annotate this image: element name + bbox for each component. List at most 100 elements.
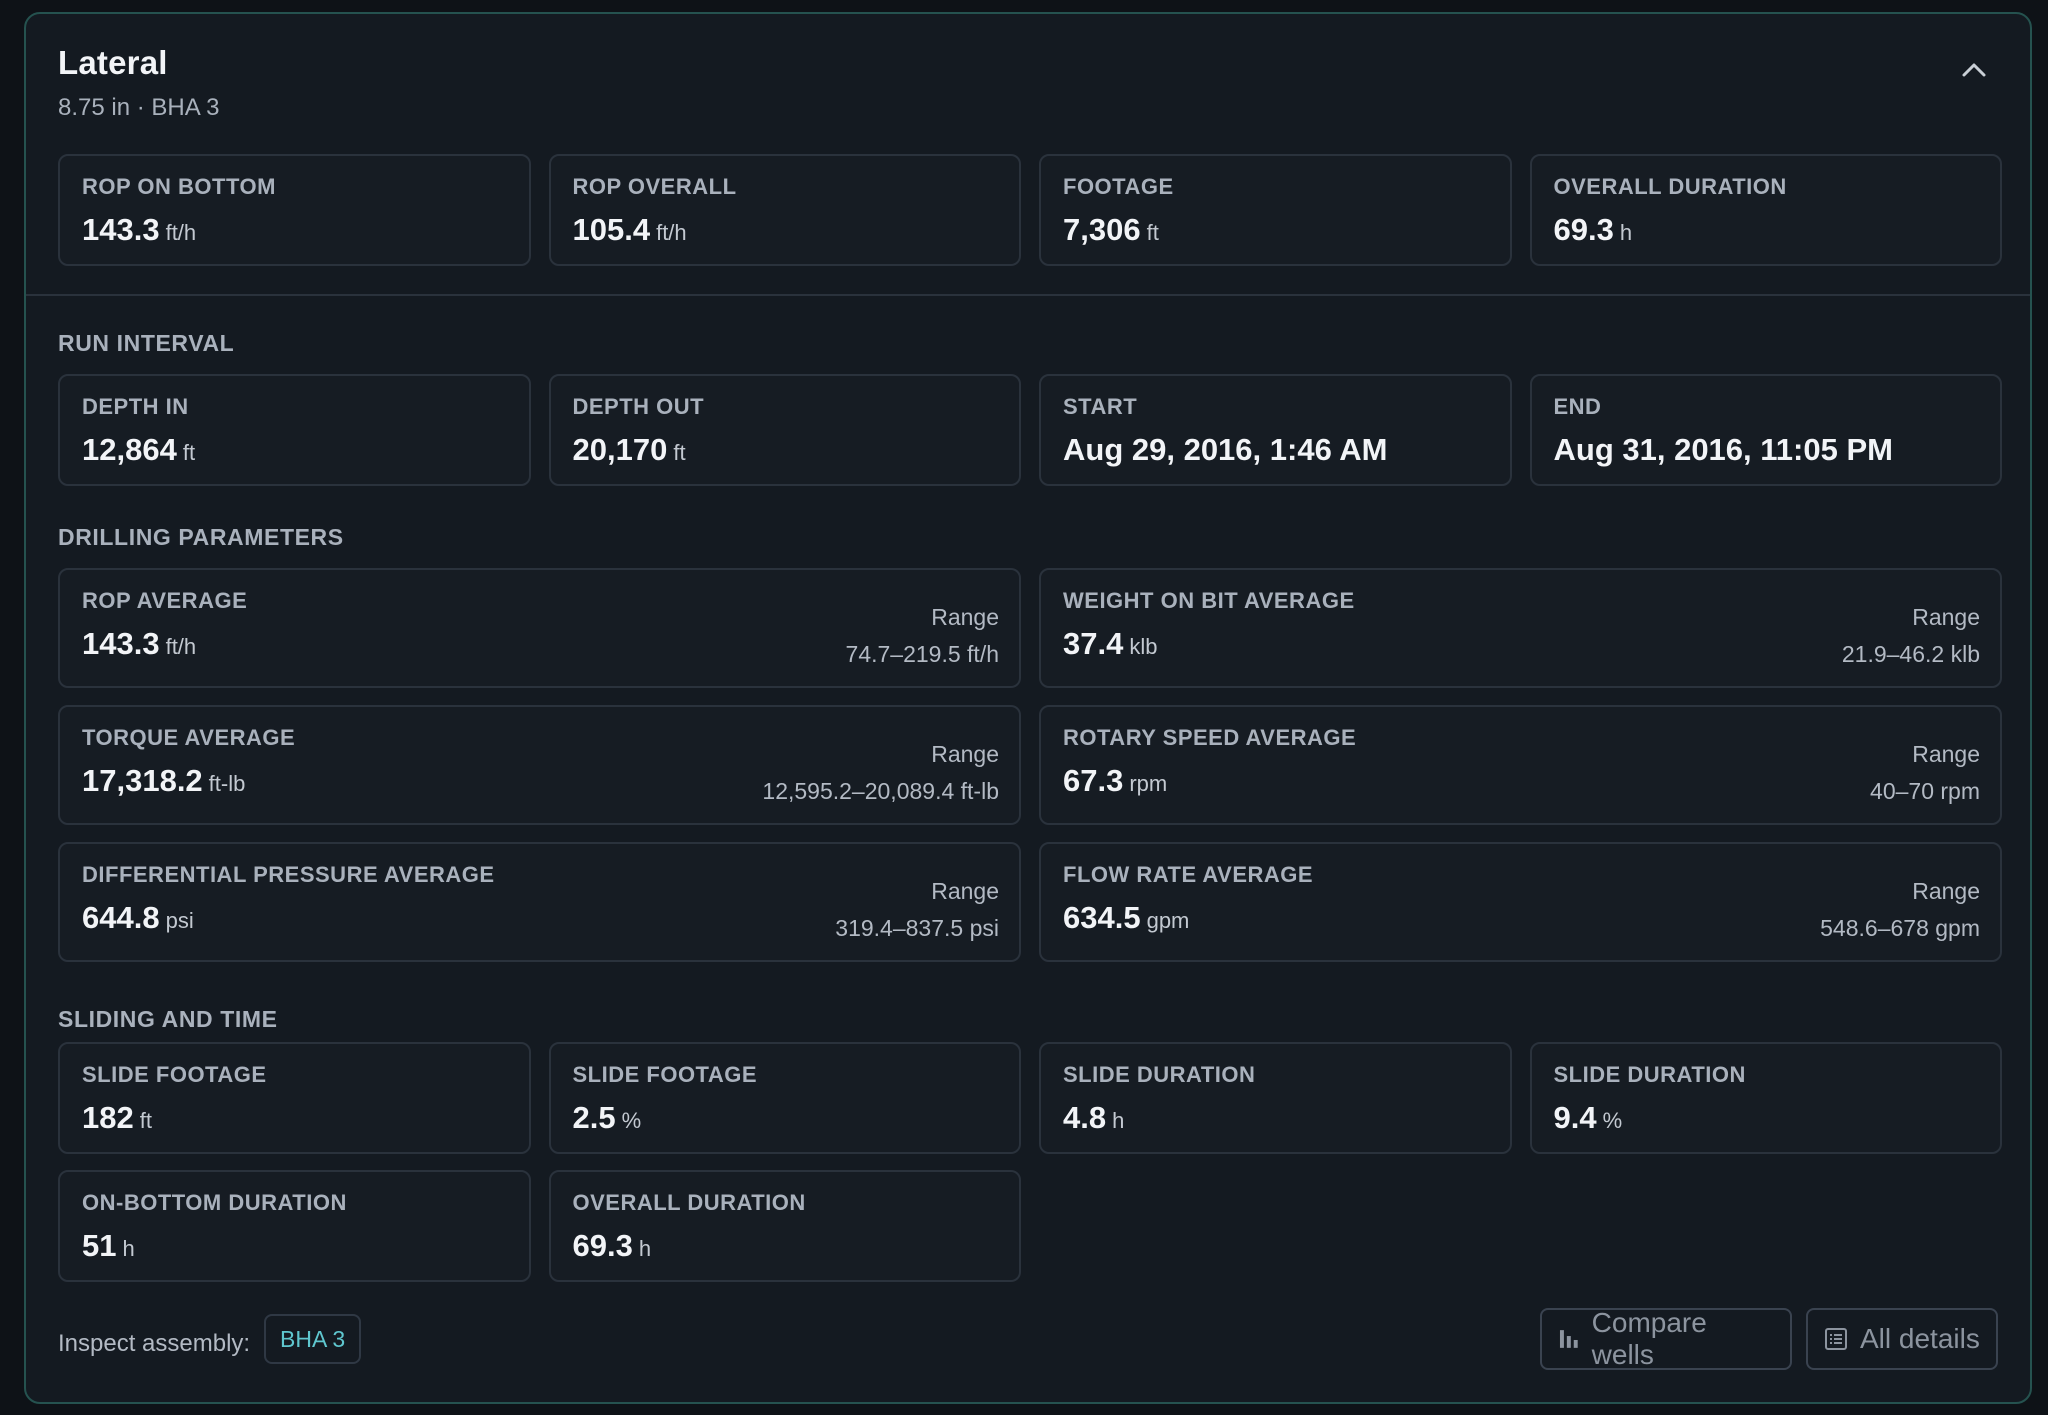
range-value: 40–70 rpm <box>1870 778 1980 804</box>
card-value: 51 h <box>82 1228 135 1263</box>
range-value: 319.4–837.5 psi <box>835 915 999 941</box>
sliding-card: SLIDE FOOTAGE 182 ft <box>58 1042 531 1154</box>
run-interval-cards: DEPTH IN 12,864 ft DEPTH OUT 20,170 ft STA… <box>58 374 2002 486</box>
card-label: DEPTH OUT <box>572 394 705 419</box>
range-label: Range <box>931 604 999 630</box>
run-interval-card: DEPTH OUT 20,170 ft <box>548 374 1021 486</box>
card-label: ROP AVERAGE <box>82 588 248 613</box>
card-label: SLIDE DURATION <box>1553 1062 1746 1087</box>
card-label: TORQUE AVERAGE <box>82 725 296 750</box>
section-divider <box>26 294 2030 296</box>
panel-footer: Inspect assembly: BHA 3 Compare wells Al… <box>58 1307 1998 1374</box>
card-label: WEIGHT ON BIT AVERAGE <box>1063 588 1355 613</box>
card-value: Aug 31, 2016, 11:05 PM <box>1553 432 1893 467</box>
card-label: ON-BOTTOM DURATION <box>82 1190 347 1215</box>
card-label: OVERALL DURATION <box>1553 174 1787 199</box>
card-value: 69.3 h <box>1553 212 1633 247</box>
card-value: 143.3 ft/h <box>82 212 197 247</box>
card-value: 4.8 h <box>1063 1100 1125 1135</box>
card-label: FOOTAGE <box>1063 174 1174 199</box>
card-label: ROP OVERALL <box>572 174 737 199</box>
sliding-card: ON-BOTTOM DURATION 51 h <box>58 1170 531 1282</box>
range-block: Range 548.6–678 gpm <box>1820 878 1980 942</box>
card-value: 182 ft <box>82 1100 152 1135</box>
card-label: SLIDE DURATION <box>1063 1062 1256 1087</box>
range-label: Range <box>1912 878 1980 904</box>
card-value: 644.8 psi <box>82 900 194 935</box>
card-value: 17,318.2 ft-lb <box>82 763 246 798</box>
card-value: 7,306 ft <box>1063 212 1159 247</box>
card-value: 634.5 gpm <box>1063 900 1190 935</box>
sliding-time-cards: SLIDE FOOTAGE 182 ft SLIDE FOOTAGE 2.5% S… <box>58 1042 2002 1282</box>
drilling-parameters-heading: DRILLING PARAMETERS <box>58 524 344 550</box>
parameter-card: ROTARY SPEED AVERAGE 67.3 rpm Range 40–70… <box>1039 705 2002 825</box>
sliding-card: OVERALL DURATION 69.3 h <box>548 1170 1021 1282</box>
card-value: 67.3 rpm <box>1063 763 1168 798</box>
parameter-card: ROP AVERAGE 143.3 ft/h Range 74.7–219.5 f… <box>58 568 1021 688</box>
summary-card: ROP ON BOTTOM 143.3 ft/h <box>58 154 531 266</box>
card-value: 12,864 ft <box>82 432 196 467</box>
summary-card: OVERALL DURATION 69.3 h <box>1529 154 2002 266</box>
drilling-parameter-cards: ROP AVERAGE 143.3 ft/h Range 74.7–219.5 f… <box>58 568 2002 962</box>
card-value: 69.3 h <box>572 1228 652 1263</box>
summary-card: FOOTAGE 7,306 ft <box>1039 154 1512 266</box>
parameter-card: DIFFERENTIAL PRESSURE AVERAGE 644.8 psi R… <box>58 842 1021 962</box>
card-label: DIFFERENTIAL PRESSURE AVERAGE <box>82 862 495 887</box>
card-label: SLIDE FOOTAGE <box>82 1062 267 1087</box>
inspect-assembly-label: Inspect assembly: <box>58 1330 251 1357</box>
chevron-up-icon <box>1962 63 1986 77</box>
sliding-time-heading: SLIDING AND TIME <box>58 1006 278 1032</box>
card-label: OVERALL DURATION <box>572 1190 806 1215</box>
bar-chart-icon <box>1559 1330 1578 1348</box>
card-value: Aug 29, 2016, 1:46 AM <box>1063 432 1388 467</box>
card-label: DEPTH IN <box>82 394 189 419</box>
card-value: 105.4 ft/h <box>572 212 687 247</box>
parameter-card: FLOW RATE AVERAGE 634.5 gpm Range 548.6–6… <box>1039 842 2002 962</box>
range-label: Range <box>1912 741 1980 767</box>
card-label: SLIDE FOOTAGE <box>572 1062 758 1087</box>
collapse-button[interactable] <box>1954 50 1994 90</box>
range-block: Range 319.4–837.5 psi <box>835 878 999 942</box>
compare-wells-label: Compare wells <box>1591 1307 1707 1370</box>
range-block: Range 40–70 rpm <box>1870 741 1980 805</box>
run-interval-card: END Aug 31, 2016, 11:05 PM <box>1529 374 2002 486</box>
card-value: 9.4% <box>1553 1100 1623 1135</box>
range-label: Range <box>931 741 999 767</box>
range-label: Range <box>931 878 999 904</box>
range-block: Range 21.9–46.2 klb <box>1842 604 1980 668</box>
summary-card: ROP OVERALL 105.4 ft/h <box>548 154 1021 266</box>
lateral-panel: Lateral 8.75 in · BHA 3 ROP ON BOTTOM 14… <box>24 12 2032 1404</box>
range-value: 548.6–678 gpm <box>1820 915 1980 941</box>
parameter-card: WEIGHT ON BIT AVERAGE 37.4 klb Range 21.9… <box>1039 568 2002 688</box>
panel-subtitle: 8.75 in · BHA 3 <box>58 94 220 121</box>
card-label: ROP ON BOTTOM <box>82 174 276 199</box>
sliding-card: SLIDE FOOTAGE 2.5% <box>548 1042 1021 1154</box>
parameter-card: TORQUE AVERAGE 17,318.2 ft-lb Range 12,59… <box>58 705 1021 825</box>
range-value: 21.9–46.2 klb <box>1841 641 1980 667</box>
sliding-card: SLIDE DURATION 4.8 h <box>1039 1042 1512 1154</box>
card-label: ROTARY SPEED AVERAGE <box>1063 725 1357 750</box>
range-block: Range 74.7–219.5 ft/h <box>846 604 999 668</box>
compare-wells-button[interactable]: Compare wells <box>1540 1307 1792 1370</box>
assembly-chip[interactable]: BHA 3 <box>264 1314 362 1364</box>
card-value: 20,170 ft <box>572 432 686 467</box>
summary-cards: ROP ON BOTTOM 143.3 ft/h ROP OVERALL 105.… <box>58 154 2002 266</box>
list-icon <box>1825 1328 1847 1350</box>
card-label: END <box>1553 394 1602 419</box>
card-value: 2.5% <box>572 1100 642 1135</box>
card-label: FLOW RATE AVERAGE <box>1063 862 1314 887</box>
run-interval-heading: RUN INTERVAL <box>58 330 235 356</box>
panel-title: Lateral <box>58 44 168 81</box>
card-value: 143.3 ft/h <box>82 626 197 661</box>
sliding-card: SLIDE DURATION 9.4% <box>1529 1042 2002 1154</box>
card-label: START <box>1063 394 1138 419</box>
all-details-button[interactable]: All details <box>1806 1308 1998 1370</box>
run-interval-card: START Aug 29, 2016, 1:46 AM <box>1039 374 1512 486</box>
run-interval-card: DEPTH IN 12,864 ft <box>58 374 531 486</box>
panel-header: Lateral 8.75 in · BHA 3 <box>58 44 1998 122</box>
range-value: 74.7–219.5 ft/h <box>845 641 999 667</box>
range-value: 12,595.2–20,089.4 ft-lb <box>762 778 999 804</box>
all-details-label: All details <box>1860 1323 1980 1354</box>
card-value: 37.4 klb <box>1063 626 1158 661</box>
range-block: Range 12,595.2–20,089.4 ft-lb <box>762 741 999 805</box>
